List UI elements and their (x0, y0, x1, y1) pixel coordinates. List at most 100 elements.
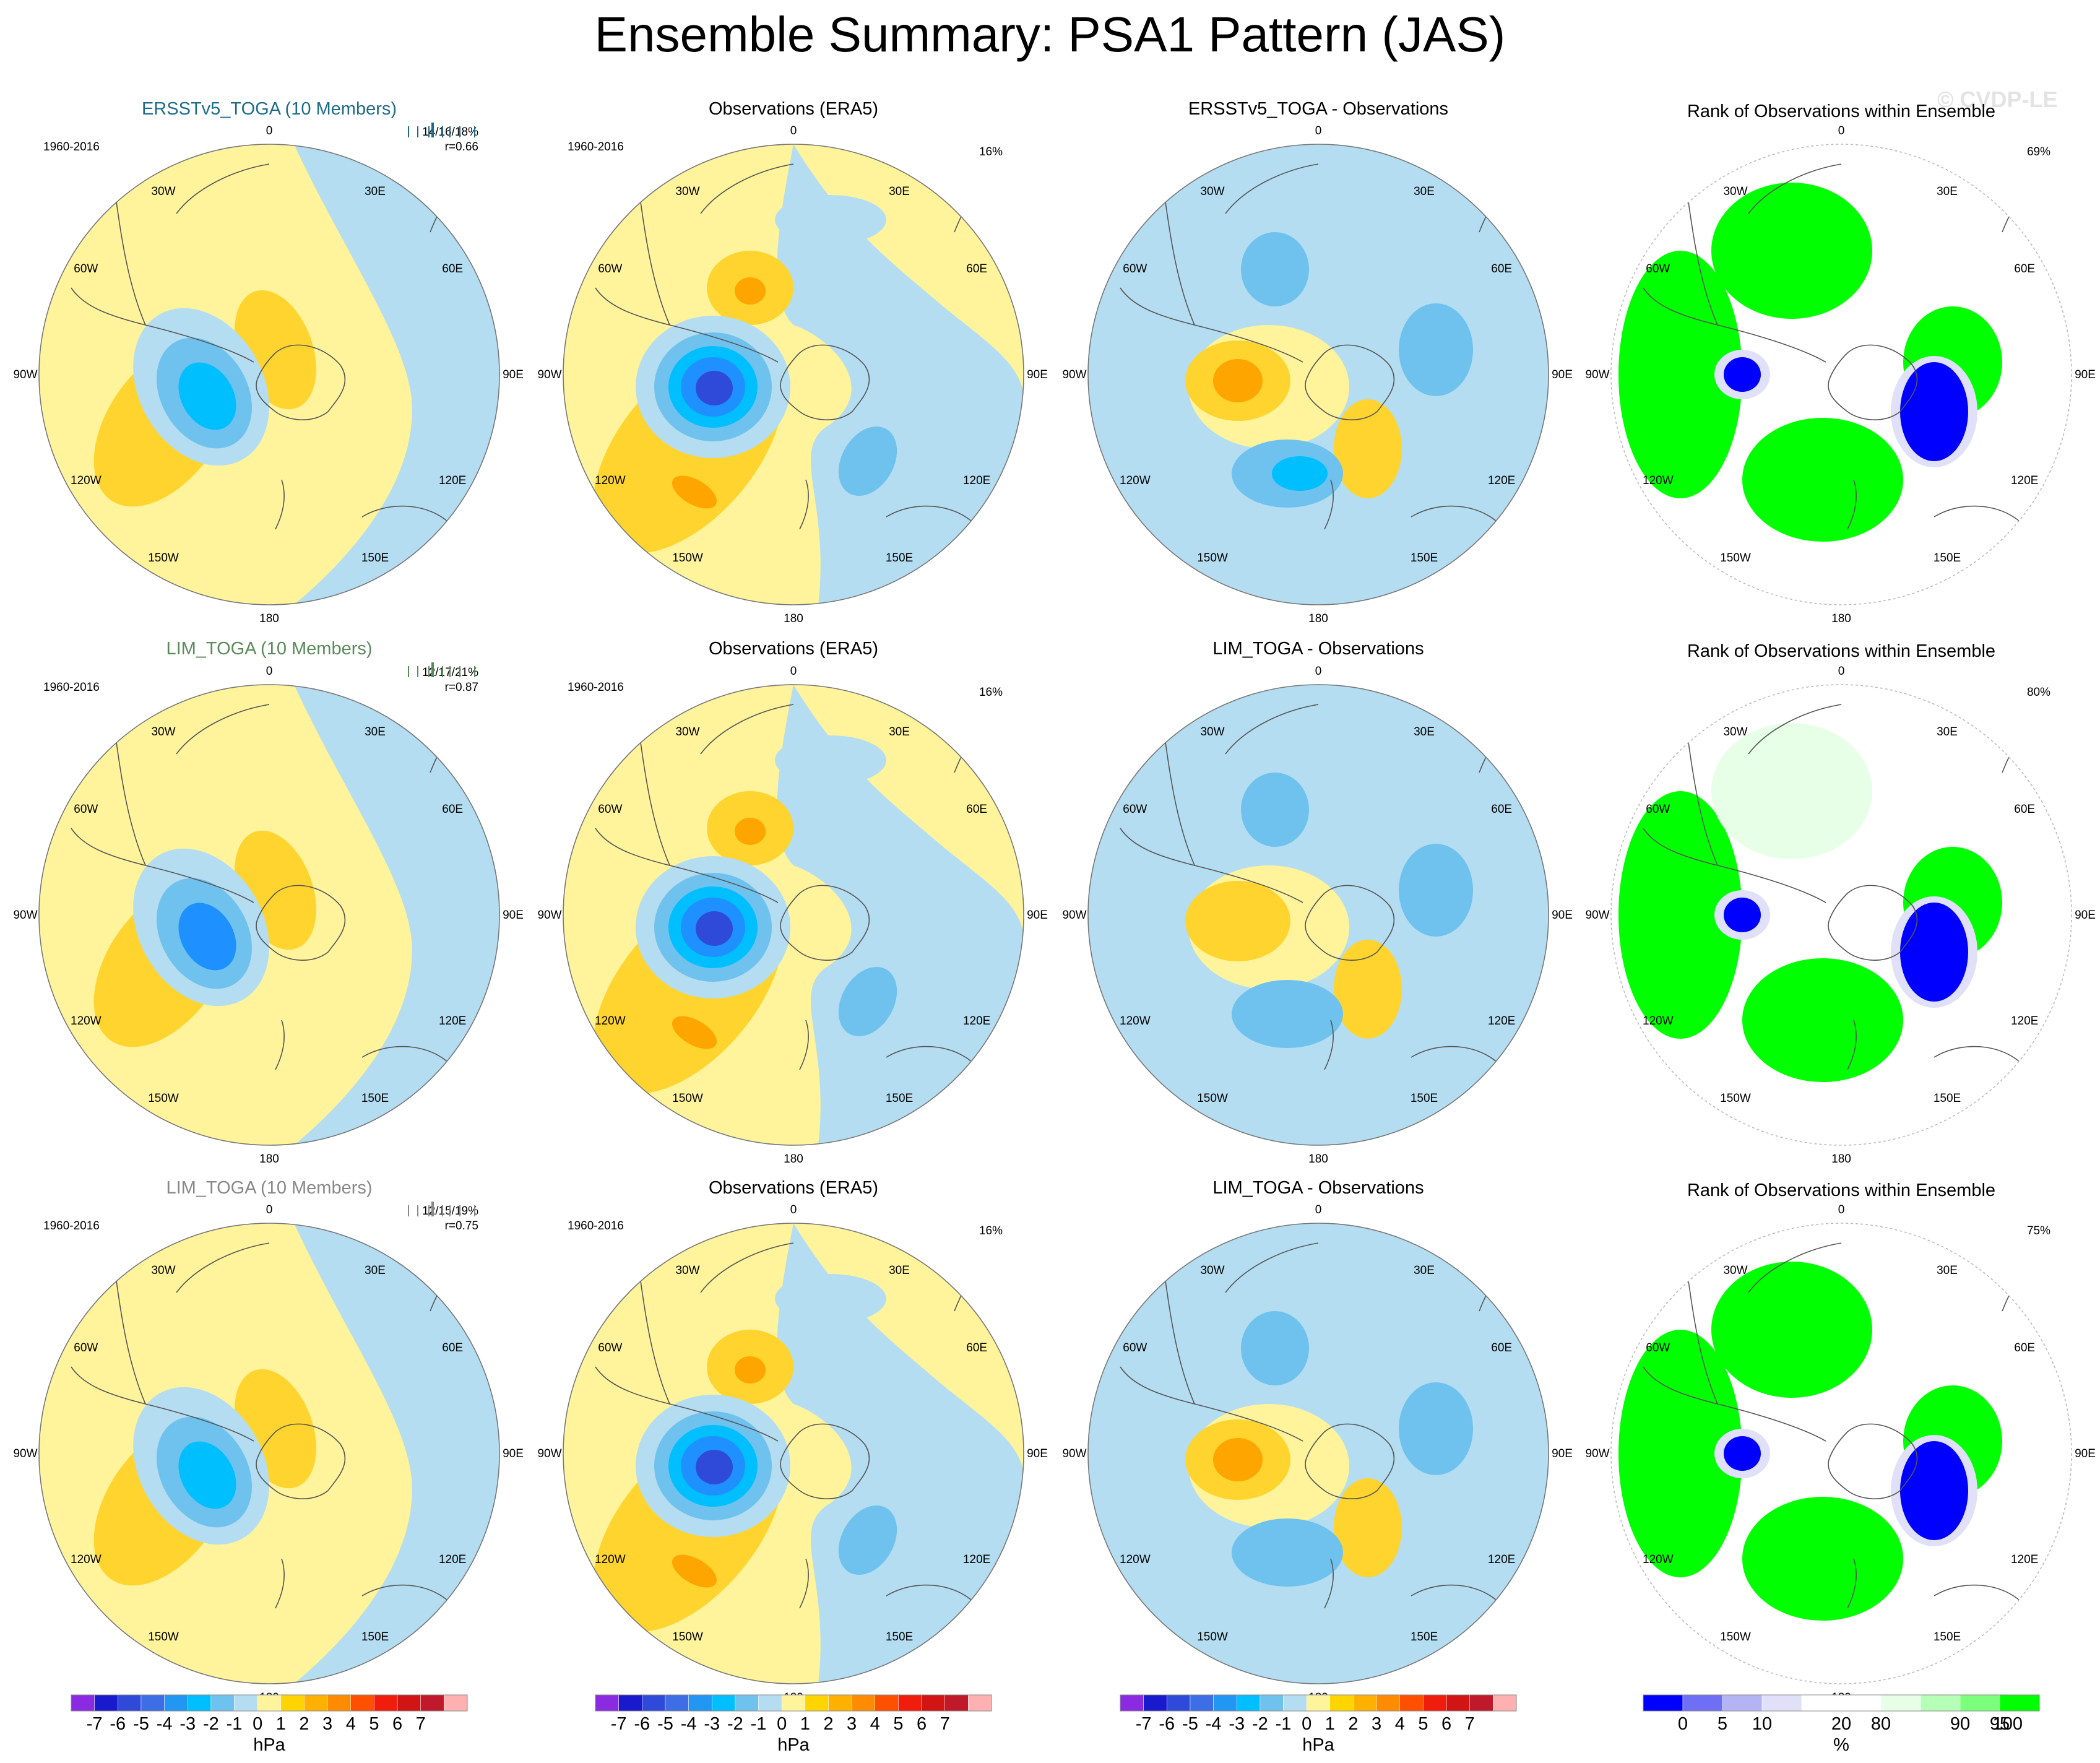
colorbar-tick-label: 6 (917, 1714, 927, 1734)
colorbar-frame (1120, 1694, 1517, 1712)
colorbar-swatch (1260, 1694, 1284, 1712)
longitude-label: 90E (1552, 1447, 1573, 1460)
colorbar-swatch (280, 1694, 305, 1712)
period-label: 1960-2016 (43, 1219, 100, 1232)
negative-anomaly (1399, 1382, 1473, 1475)
longitude-label: 90E (1552, 909, 1573, 922)
longitude-label: 150E (1411, 1092, 1438, 1105)
coastline (1324, 1020, 1334, 1070)
rank-low-region (1724, 898, 1761, 932)
longitude-label: 0 (1838, 1203, 1845, 1216)
colorbar-swatch (1399, 1694, 1424, 1712)
longitude-label: 30W (1200, 185, 1224, 198)
coastline (638, 729, 670, 866)
negative-anomaly-core (1272, 456, 1328, 491)
colorbar-swatch (1190, 1694, 1214, 1712)
coastline (1643, 1366, 1826, 1442)
rank-high-region (1711, 723, 1872, 859)
colorbar-swatch (1761, 1694, 1802, 1712)
coastline (1225, 704, 1319, 755)
colorbar-swatch (420, 1694, 444, 1712)
rank-high-region (1618, 1330, 1742, 1577)
longitude-label: 30W (675, 1264, 699, 1277)
pattern-correlation: r=0.87 (444, 681, 478, 694)
longitude-label: 180 (259, 1153, 279, 1166)
longitude-label: 150E (361, 1631, 389, 1644)
coastline (1225, 163, 1319, 214)
longitude-label: 180 (259, 612, 279, 625)
longitude-label: 120E (1488, 474, 1515, 487)
longitude-label: 60W (1646, 1341, 1670, 1354)
colorbar-tick-label: -2 (727, 1714, 743, 1734)
longitude-label: 150E (361, 552, 389, 565)
negative-anomaly (838, 1505, 897, 1575)
colorbar-tick-label: -5 (1182, 1714, 1198, 1734)
colorbar-swatch (711, 1694, 736, 1712)
colorbar-unit: hPa (777, 1735, 810, 1755)
coastline (275, 1558, 285, 1609)
longitude-label: 60W (1123, 1341, 1147, 1354)
colorbar-tick-label: 0 (777, 1714, 787, 1734)
map-outline (1610, 1223, 2072, 1684)
longitude-label: 150W (1197, 1092, 1228, 1105)
colorbar-tick-label: 3 (847, 1714, 857, 1734)
colorbar-tick-label: -7 (611, 1714, 627, 1734)
longitude-label: 0 (266, 124, 273, 137)
negative-anomaly-core (178, 903, 236, 971)
map-outline (38, 144, 500, 605)
colorbar-tick-label: 80 (1871, 1714, 1891, 1734)
longitude-label: 30W (1200, 726, 1224, 739)
longitude-label: 90W (537, 1447, 561, 1460)
colorbar-swatch (1682, 1694, 1723, 1712)
negative-anomaly-core (178, 1441, 236, 1509)
longitude-label: 120E (2011, 474, 2038, 487)
longitude-label: 90E (2075, 909, 2096, 922)
colorbar-frame (71, 1694, 468, 1712)
longitude-label: 30W (151, 726, 175, 739)
longitude-label: 120W (1120, 474, 1151, 487)
coastline (176, 163, 270, 214)
watermark: © CVDP-LE (1937, 87, 2058, 112)
negative-anomaly (838, 426, 897, 496)
positive-anomaly-core (1213, 899, 1263, 943)
colorbar-swatch (875, 1694, 899, 1712)
colorbar-swatch (304, 1694, 328, 1712)
longitude-label: 0 (790, 124, 797, 137)
longitude-label: 150W (672, 1631, 703, 1644)
coastline (780, 344, 870, 420)
members-label: (10 Members) (261, 639, 373, 659)
positive-anomaly-core (672, 475, 717, 509)
colorbar-tick-label: 90 (1950, 1714, 1970, 1734)
longitude-label: 120E (439, 474, 466, 487)
positive-anomaly-core (735, 1356, 766, 1384)
colorbar-swatch (1446, 1694, 1470, 1712)
colorbar-swatch (94, 1694, 118, 1712)
longitude-label: 60E (442, 262, 463, 275)
coastline (1120, 828, 1303, 903)
longitude-label: 60W (1646, 803, 1670, 816)
map-outline (38, 684, 500, 1146)
rank-map: 0 30E 60E 90E 120E 150E 180 150W 120W 90W 60W 30W (1585, 665, 2096, 1166)
colorbar-swatch (397, 1694, 421, 1712)
rank-high-region (1742, 1497, 1903, 1621)
longitude-label: 30E (889, 726, 910, 739)
longitude-label: 60W (598, 1341, 622, 1354)
colorbar-swatch (71, 1694, 95, 1712)
longitude-label: 180 (1308, 612, 1328, 625)
longitude-label: 90E (1027, 368, 1048, 381)
percent-rank: 69% (2026, 145, 2050, 158)
coastline (176, 704, 270, 755)
colorbar-tick-label: -1 (751, 1714, 767, 1734)
rank-high-region (1711, 183, 1872, 319)
coastline (1828, 1423, 1918, 1499)
colorbar-swatch (1353, 1694, 1377, 1712)
longitude-label: 120E (1488, 1553, 1515, 1566)
colorbar-swatch (781, 1694, 806, 1712)
longitude-label: 90W (13, 1447, 37, 1460)
colorbar-swatch (140, 1694, 165, 1712)
longitude-label: 60E (2014, 262, 2035, 275)
negative-anomaly (294, 144, 499, 605)
negative-anomaly (775, 195, 886, 245)
model-name: LIM_TOGA (166, 639, 256, 659)
